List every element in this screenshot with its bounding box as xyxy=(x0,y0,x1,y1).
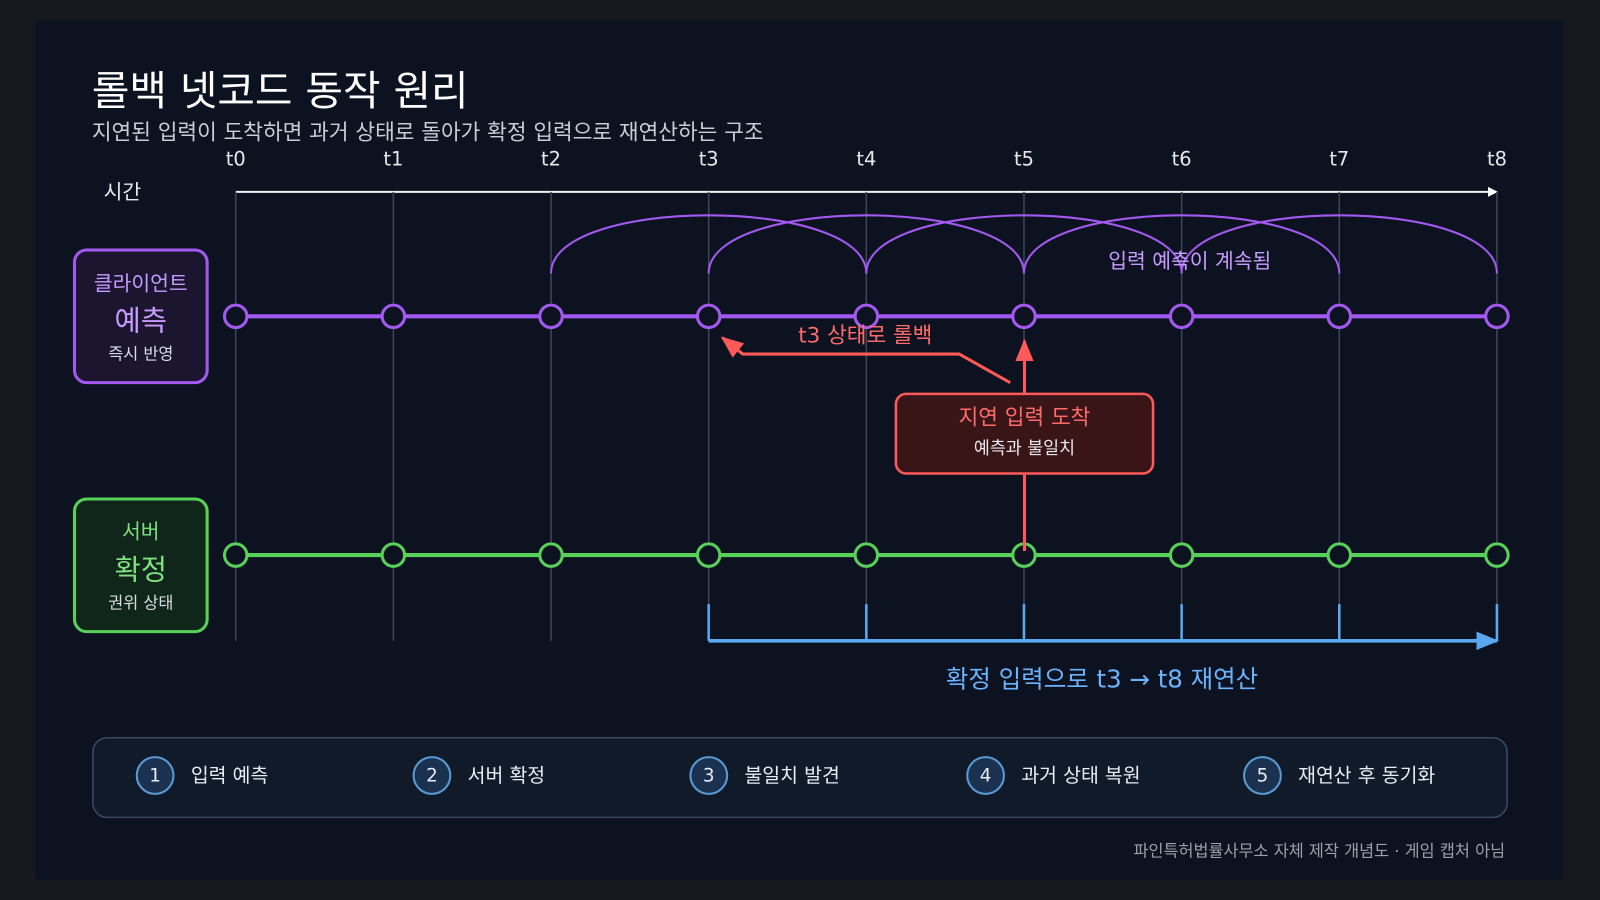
tick-label: t6 xyxy=(1172,148,1192,171)
footer: 파인특허법률사무소 자체 제작 개념도 · 게임 캡처 아님 xyxy=(1133,842,1505,861)
client-node xyxy=(853,303,880,330)
server-node xyxy=(853,542,880,568)
client-box xyxy=(72,248,209,385)
step-label: 재연산 후 동기화 xyxy=(1298,764,1435,787)
step-number: 2 xyxy=(426,766,438,787)
tick-label: t4 xyxy=(856,148,876,171)
client-node xyxy=(538,303,564,330)
step-badge xyxy=(966,756,1006,795)
step-number: 4 xyxy=(980,766,992,787)
step-label: 입력 예측 xyxy=(191,764,268,787)
client-label: 클라이언트 xyxy=(94,272,188,296)
server-box xyxy=(72,497,209,634)
arc xyxy=(707,214,1025,274)
step-label: 과거 상태 복원 xyxy=(1021,764,1140,787)
callout xyxy=(894,392,1155,475)
step-badge xyxy=(1243,756,1282,795)
client-node xyxy=(1326,303,1353,330)
client-node xyxy=(1011,303,1037,330)
step-badge xyxy=(412,756,452,795)
step-label: 불일치 발견 xyxy=(744,764,839,787)
arc xyxy=(865,214,1183,274)
panel xyxy=(35,20,1564,880)
steps-panel xyxy=(92,736,1508,819)
client-title: 예측 xyxy=(115,303,168,337)
step-number: 5 xyxy=(1257,766,1269,787)
tick-label: t3 xyxy=(699,148,719,171)
lanes xyxy=(222,303,1510,568)
tick-label: t2 xyxy=(541,148,561,171)
server-title: 확정 xyxy=(115,552,168,586)
arc xyxy=(550,214,868,274)
server-sub: 권위 상태 xyxy=(108,594,173,613)
time-label: 시간 xyxy=(104,180,142,204)
client-node xyxy=(695,303,722,330)
server-node xyxy=(222,542,249,568)
callout-sub: 예측과 불일치 xyxy=(974,439,1075,459)
client-node xyxy=(1484,303,1510,330)
server-label: 서버 xyxy=(122,520,160,544)
tick-label: t5 xyxy=(1014,148,1034,171)
resim-label: 확정 입력으로 t3 → t8 재연산 xyxy=(946,665,1258,694)
tick-label: t8 xyxy=(1487,148,1507,171)
prediction-label: 입력 예측이 계속됨 xyxy=(1108,249,1271,273)
server-node xyxy=(1484,542,1510,568)
tick-label: t1 xyxy=(383,148,403,171)
callout-title: 지연 입력 도착 xyxy=(959,405,1091,430)
steps: 1 입력 예측 2 서버 확정 3 불일치 발견 4 과거 상태 복원 5 재연산 후 동기화 xyxy=(135,756,1435,795)
server-node xyxy=(695,542,722,568)
rollback-label: t3 상태로 롤백 xyxy=(798,324,932,349)
resim xyxy=(707,604,1499,651)
client-node xyxy=(1168,303,1195,330)
subtitle: 지연된 입력이 도착하면 과거 상태로 돌아가 확정 입력으로 재연산하는 구조 xyxy=(92,121,764,146)
rollback-arrow xyxy=(720,336,1011,384)
client-node xyxy=(222,303,249,330)
server-node xyxy=(538,542,564,568)
prediction-arcs xyxy=(550,214,1498,274)
step-badge xyxy=(135,756,175,795)
title: 롤백 넷코드 동작 원리 xyxy=(92,67,469,115)
client-sub: 즉시 반영 xyxy=(108,345,173,364)
server-node xyxy=(1326,542,1353,568)
tick-label: t0 xyxy=(226,148,246,171)
step-label: 서버 확정 xyxy=(468,764,545,787)
step-number: 3 xyxy=(703,766,715,787)
step-number: 1 xyxy=(149,766,161,787)
arc xyxy=(1022,214,1341,274)
client-node xyxy=(380,303,407,330)
server-node xyxy=(1168,542,1195,568)
arc xyxy=(1180,214,1498,274)
server-node xyxy=(380,542,407,568)
tick-label: t7 xyxy=(1329,148,1349,171)
step-badge xyxy=(689,756,729,795)
